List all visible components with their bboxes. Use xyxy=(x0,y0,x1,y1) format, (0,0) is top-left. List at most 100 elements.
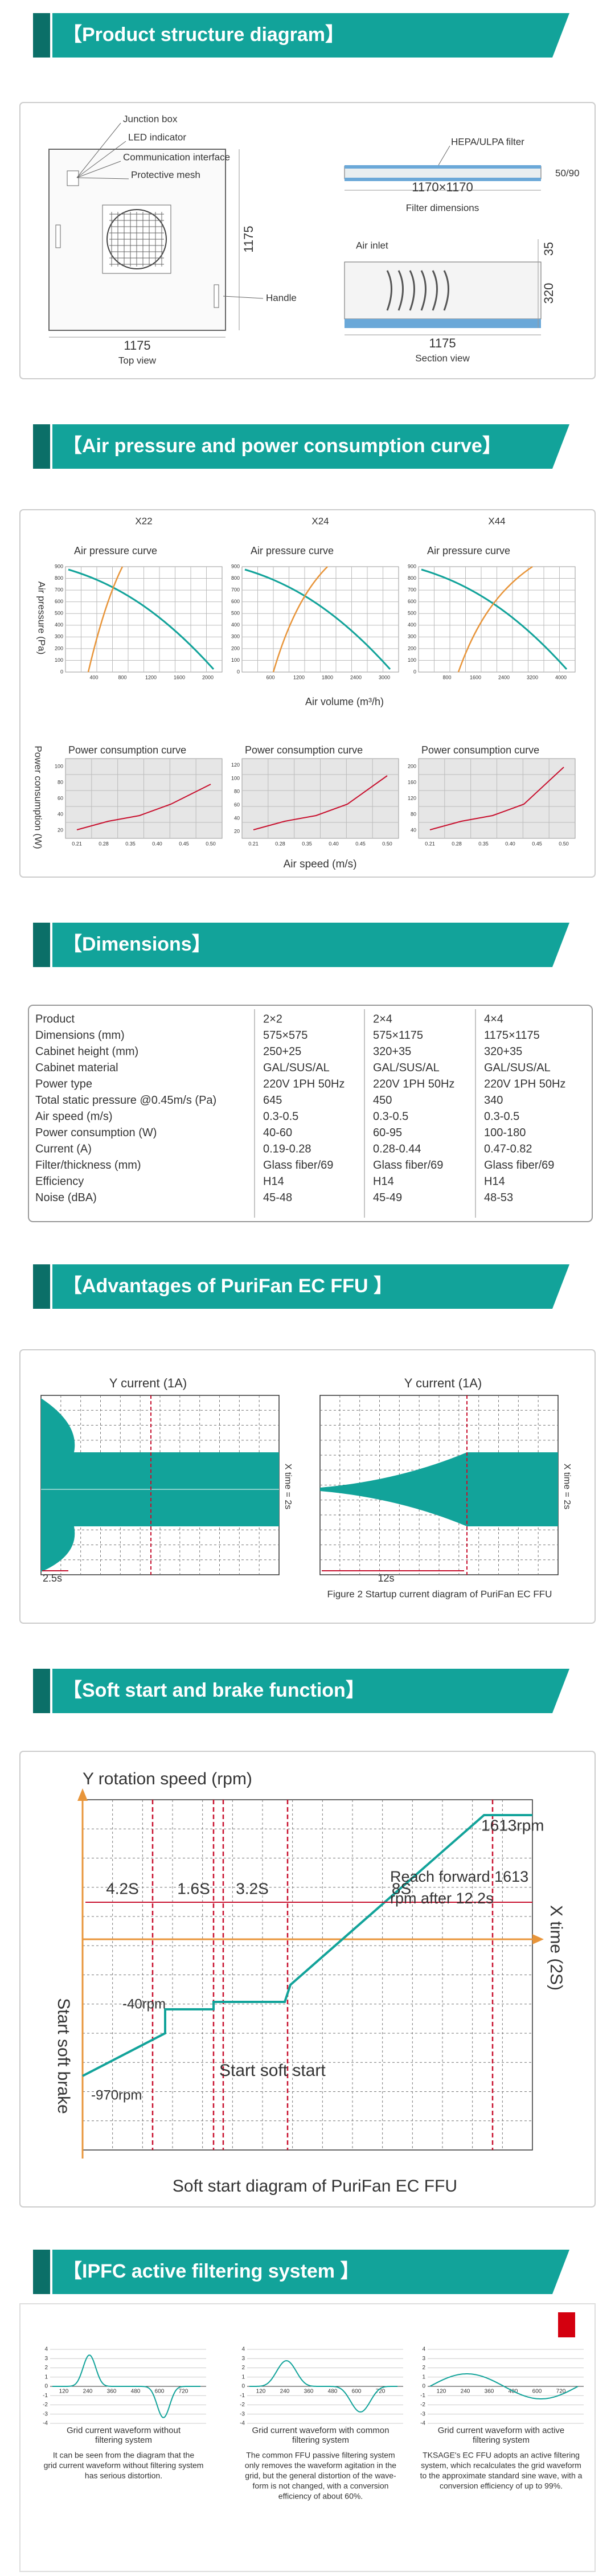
dimension-label: 1170×1170 xyxy=(412,180,473,194)
power-curve xyxy=(87,566,124,673)
x-tick-label: 0.35 xyxy=(125,841,136,846)
y-tick-label: -4 xyxy=(240,2421,245,2427)
y-tick-label: 20 xyxy=(58,827,63,833)
table-cell: 2×4 xyxy=(373,1013,392,1025)
x-tick-label: 240 xyxy=(461,2389,470,2395)
table-cell: 2×2 xyxy=(263,1013,282,1025)
row-label: Power consumption (W) xyxy=(35,1127,157,1139)
table-cell: 60-95 xyxy=(373,1127,402,1139)
value-label: -40rpm xyxy=(122,1996,166,2012)
y-tick-label: 700 xyxy=(55,587,63,592)
y-tick-label: 200 xyxy=(408,763,416,769)
y-tick-label: 60 xyxy=(234,802,240,808)
table-cell: H14 xyxy=(484,1175,505,1187)
x-tick-label: 1200 xyxy=(145,674,157,680)
axis-arrow xyxy=(532,1934,544,1944)
paragraph-line: has serious distortion. xyxy=(85,2471,162,2480)
leader-line xyxy=(76,141,126,178)
y-tick-label: -2 xyxy=(420,2402,425,2408)
y-tick-label: 2 xyxy=(241,2365,245,2371)
chart-title: Power consumption curve xyxy=(421,744,539,756)
y-tick-label: 3 xyxy=(241,2356,245,2362)
paragraph-line: only removes the waveform agitation in t… xyxy=(245,2461,396,2470)
y-tick-label: 120 xyxy=(408,795,416,801)
table-cell: GAL/SUS/AL xyxy=(373,1062,440,1074)
x-tick-label: 0.28 xyxy=(99,841,109,846)
table-cell: 100-180 xyxy=(484,1127,526,1139)
model-label: X22 xyxy=(135,515,152,526)
time-label: 12s xyxy=(378,1572,394,1584)
axis-title: Start soft brake xyxy=(54,1998,73,2114)
x-tick-label: 120 xyxy=(59,2389,69,2395)
x-tick-label: 800 xyxy=(442,674,451,680)
section-frame xyxy=(19,2303,596,2572)
table-cell: 0.28-0.44 xyxy=(373,1142,421,1155)
row-label: Total static pressure @0.45m/s (Pa) xyxy=(35,1094,216,1107)
y-tick-label: 60 xyxy=(58,795,63,801)
y-tick-label: 80 xyxy=(58,779,63,785)
banner-title: 【Advantages of PuriFan EC FFU 】 xyxy=(63,1275,393,1297)
axis-title: Y rotation speed (rpm) xyxy=(83,1770,252,1788)
y-tick-label: 3 xyxy=(422,2356,425,2362)
table-cell: 4×4 xyxy=(484,1013,503,1025)
row-label: Cabinet height (mm) xyxy=(35,1045,138,1058)
paragraph-line: It can be seen from the diagram that the xyxy=(53,2451,194,2460)
x-tick-label: 0.45 xyxy=(355,841,366,846)
banner xyxy=(52,1264,569,1309)
y-tick-label: 600 xyxy=(231,599,240,604)
figure-caption: Grid current waveform without xyxy=(67,2426,181,2435)
y-tick-label: 800 xyxy=(55,575,63,581)
paragraph-line: TKSAGE's EC FFU adopts an active filteri… xyxy=(423,2451,580,2460)
y-tick-label: 2 xyxy=(44,2365,48,2371)
banner-title: 【Soft start and brake function】 xyxy=(63,1680,365,1701)
figure-caption: Grid current waveform with active xyxy=(438,2426,565,2435)
banner-accent xyxy=(33,2250,50,2294)
banner xyxy=(52,923,569,967)
model-label: X44 xyxy=(488,515,505,526)
callout-label: HEPA/ULPA filter xyxy=(451,136,524,147)
table-cell: 0.19-0.28 xyxy=(263,1142,311,1155)
y-tick-label: -4 xyxy=(43,2421,48,2427)
row-label: Efficiency xyxy=(35,1175,84,1187)
fan-blade xyxy=(397,270,404,311)
y-tick-label: 900 xyxy=(408,563,416,569)
row-label: Cabinet material xyxy=(35,1062,118,1074)
leader-line xyxy=(76,161,121,178)
y-tick-label: 1 xyxy=(241,2374,245,2380)
y-tick-label: 3 xyxy=(44,2356,48,2362)
section-filter xyxy=(345,319,541,328)
dimension-label: 1175 xyxy=(124,338,150,353)
table-cell: 1175×1175 xyxy=(484,1029,540,1042)
chart-title: Air pressure curve xyxy=(427,545,510,556)
y-tick-label: 200 xyxy=(55,645,63,651)
view-label: Section view xyxy=(415,353,470,363)
x-tick-label: 240 xyxy=(83,2389,93,2395)
y-tick-label: 200 xyxy=(231,645,240,651)
x-tick-label: 120 xyxy=(256,2389,266,2395)
row-label: Power type xyxy=(35,1078,92,1090)
view-label: Filter dimensions xyxy=(406,202,479,213)
x-tick-label: 240 xyxy=(280,2389,290,2395)
x-tick-label: 360 xyxy=(485,2389,494,2395)
y-tick-label: 4 xyxy=(241,2346,245,2353)
y-tick-label: 0 xyxy=(60,669,63,674)
x-tick-label: 2400 xyxy=(498,674,510,680)
table-cell: Glass fiber/69 xyxy=(484,1159,554,1172)
y-tick-label: 40 xyxy=(234,815,240,821)
x-tick-label: 0.50 xyxy=(559,841,569,846)
y-tick-label: 500 xyxy=(55,611,63,616)
y-tick-label: 1 xyxy=(44,2374,48,2380)
y-tick-label: 700 xyxy=(408,587,416,592)
axis-title: X time = 2s xyxy=(562,1464,572,1509)
x-tick-label: 0.28 xyxy=(452,841,462,846)
y-tick-label: 800 xyxy=(408,575,416,581)
y-tick-label: -3 xyxy=(240,2411,245,2417)
leader-line xyxy=(76,122,121,178)
table-cell: 220V 1PH 50Hz xyxy=(263,1078,345,1090)
y-tick-label: -2 xyxy=(43,2402,48,2408)
row-label: Air speed (m/s) xyxy=(35,1110,113,1123)
y-tick-label: -1 xyxy=(420,2393,425,2399)
paragraph-line: efficiency of about 60%. xyxy=(278,2492,363,2501)
table-cell: 40-60 xyxy=(263,1127,292,1139)
callout-label: LED indicator xyxy=(128,132,186,142)
